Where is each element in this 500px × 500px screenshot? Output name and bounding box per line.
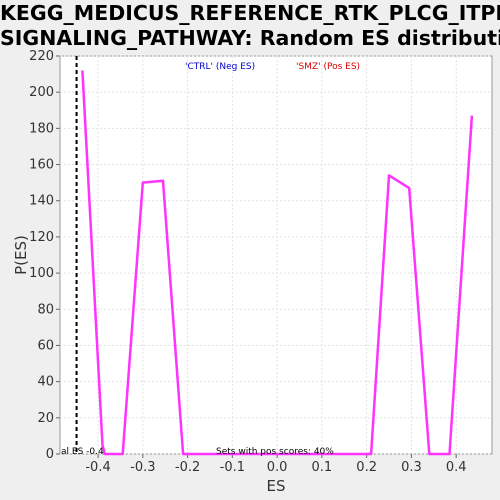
legend-pos: 'SMZ' (Pos ES) [296, 62, 360, 72]
y-tick-label: 60 [37, 338, 54, 353]
y-tick-label: 20 [37, 411, 54, 426]
x-tick-label: 0.2 [356, 460, 377, 475]
x-tick-label: 0.3 [401, 460, 422, 475]
y-axis-label: P(ES) [12, 235, 30, 275]
chart-title-line1: KEGG_MEDICUS_REFERENCE_RTK_PLCG_ITPR_ [0, 1, 500, 25]
y-tick-label: 140 [29, 194, 54, 209]
axes: 0 20 40 60 80 100 120 140 160 180 200 220 -0.4 -0.3 -0… [29, 49, 466, 475]
legend-neg: 'CTRL' (Neg ES) [185, 62, 255, 72]
y-tick-label: 160 [29, 158, 54, 173]
series-layer [81, 70, 474, 456]
actual-es-label: al ES -0.4 [61, 447, 104, 457]
y-tick-label: 80 [37, 302, 54, 317]
y-tick-label: 0 [46, 447, 54, 462]
y-tick-label: 200 [29, 85, 54, 100]
series-line [81, 70, 474, 456]
pos-scores-label: Sets with pos scores: 40% [216, 447, 334, 457]
y-tick-label: 220 [29, 49, 54, 64]
x-tick-label: -0.2 [175, 460, 200, 475]
x-tick-label: 0.0 [267, 460, 288, 475]
plot-area [59, 55, 493, 455]
x-tick-label: 0.1 [312, 460, 333, 475]
y-tick-label: 100 [29, 266, 54, 281]
chart-title: KEGG_MEDICUS_REFERENCE_RTK_PLCG_ITPR_ SI… [0, 1, 500, 51]
x-axis-label: ES [267, 477, 286, 495]
y-tick-label: 120 [29, 230, 54, 245]
y-tick-label: 180 [29, 121, 54, 136]
y-tick-label: 40 [37, 375, 54, 390]
x-tick-label: -0.1 [220, 460, 245, 475]
x-tick-label: -0.3 [130, 460, 155, 475]
x-tick-label: 0.4 [446, 460, 467, 475]
chart-title-line2: SIGNALING_PATHWAY: Random ES distributio… [0, 26, 500, 50]
x-tick-label: -0.4 [85, 460, 110, 475]
